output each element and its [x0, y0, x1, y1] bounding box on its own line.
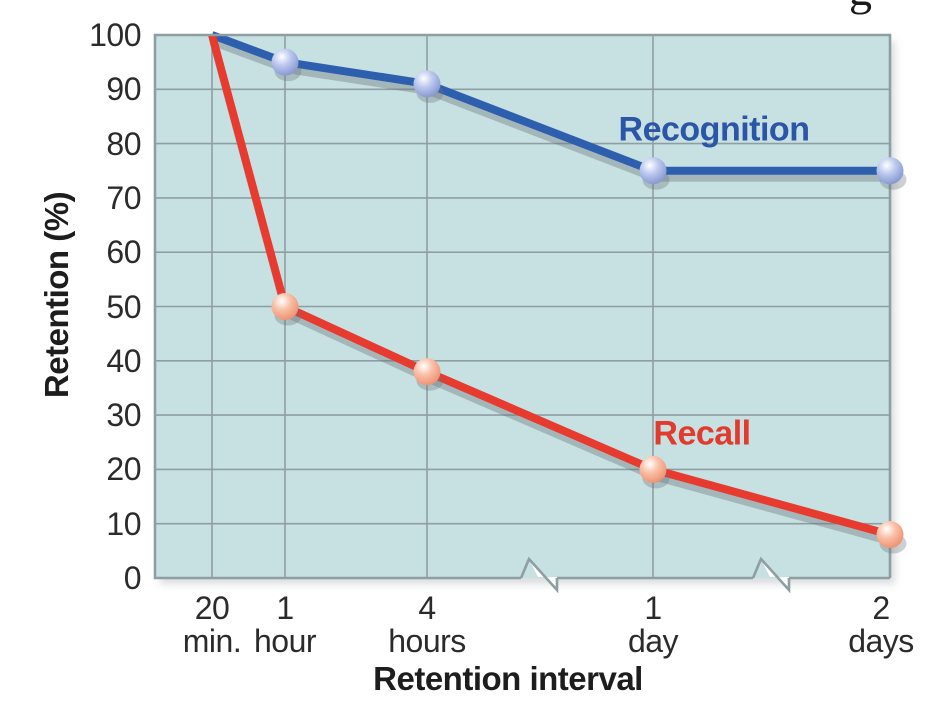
- x-tick-value: 2: [872, 590, 890, 626]
- x-tick-value: 1: [644, 590, 662, 626]
- y-axis-title: Retention (%): [38, 191, 75, 399]
- marker-recall: [413, 358, 441, 386]
- marker-recall: [639, 455, 667, 483]
- x-tick-unit: day: [627, 623, 679, 659]
- clipped-heading-text: g: [849, 0, 897, 20]
- x-axis-title: Retention interval: [373, 660, 643, 697]
- x-tick-label: 4 hours: [388, 592, 466, 658]
- marker-recognition: [876, 157, 904, 185]
- y-tick-label: 10: [106, 505, 141, 542]
- y-tick-label: 90: [106, 71, 141, 108]
- x-tick-label: 1 hour: [253, 590, 317, 659]
- x-tick-unit: hours: [388, 623, 466, 659]
- marker-recognition: [639, 157, 667, 185]
- x-tick-label: 2 days: [848, 592, 914, 658]
- series-label-recall: Recall: [653, 414, 751, 453]
- x-tick-unit: hour: [253, 623, 317, 659]
- x-tick-value: 20: [194, 590, 230, 626]
- x-axis-break-mark: [751, 556, 791, 594]
- y-tick-label: 0: [123, 560, 142, 596]
- y-tick-label: 50: [106, 288, 141, 325]
- y-tick-label: 100: [89, 17, 141, 53]
- y-tick-label: 40: [106, 342, 141, 379]
- clipped-heading-fragment: g: [849, 0, 897, 16]
- marker-recall: [271, 293, 299, 320]
- x-tick-label: 20 min.: [182, 590, 242, 659]
- y-tick-label: 60: [106, 234, 141, 271]
- plot-border: [153, 33, 892, 580]
- marker-recognition: [271, 48, 299, 76]
- x-tick-unit: min.: [182, 623, 242, 659]
- marker-recall: [876, 521, 904, 549]
- x-tick-label: 1 day: [627, 590, 679, 659]
- y-tick-label: 80: [106, 125, 141, 162]
- marker-recognition: [413, 70, 441, 98]
- y-tick-label: 70: [106, 179, 141, 216]
- series-label-recognition: Recognition: [618, 110, 810, 149]
- y-tick-label: 30: [106, 397, 141, 434]
- x-axis-break-mark: [519, 556, 559, 594]
- x-tick-value: 1: [276, 590, 294, 626]
- x-tick-unit: days: [848, 623, 914, 659]
- x-tick-value: 4: [418, 590, 436, 626]
- y-tick-label: 20: [106, 451, 141, 488]
